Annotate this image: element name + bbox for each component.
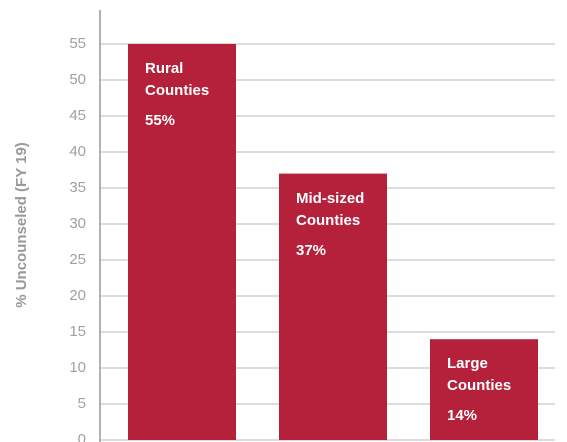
y-tick-label: 5: [78, 395, 86, 412]
y-tick-label: 30: [69, 215, 86, 232]
y-tick-label: 20: [69, 287, 86, 304]
category-label: Rural Counties: [145, 60, 210, 99]
value-label: 55%: [145, 112, 176, 129]
y-tick-label: 50: [69, 71, 86, 88]
bar: [279, 173, 387, 440]
y-tick-label: 0: [78, 431, 86, 442]
value-label: 14%: [447, 407, 478, 425]
bar: [128, 44, 236, 440]
y-tick-label: 45: [69, 107, 86, 124]
category-label: Large Counties: [447, 355, 512, 395]
y-tick-label: 10: [69, 359, 86, 376]
bar-label: Rural Counties 55%: [145, 58, 225, 132]
bar: [430, 339, 538, 440]
y-tick-label: 40: [69, 143, 86, 160]
category-label: Mid-sized Counties: [296, 189, 365, 229]
y-tick-label: 25: [69, 251, 86, 268]
y-tick-label: 35: [69, 179, 86, 196]
value-label: 37%: [296, 241, 327, 259]
y-axis-label: % Uncounseled (FY 19): [13, 142, 30, 308]
y-tick-label: 55: [69, 35, 86, 52]
bar-label: Large Counties 14%: [447, 353, 527, 427]
bar-label: Mid-sized Counties 37%: [296, 188, 376, 262]
y-tick-label: 15: [69, 323, 86, 340]
